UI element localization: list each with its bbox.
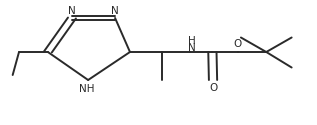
Text: O: O [209,83,217,93]
Text: N: N [68,6,76,16]
Text: O: O [234,39,242,49]
Text: NH: NH [79,84,94,94]
Text: N: N [111,6,119,16]
Text: H: H [188,36,196,46]
Text: N: N [188,43,196,53]
